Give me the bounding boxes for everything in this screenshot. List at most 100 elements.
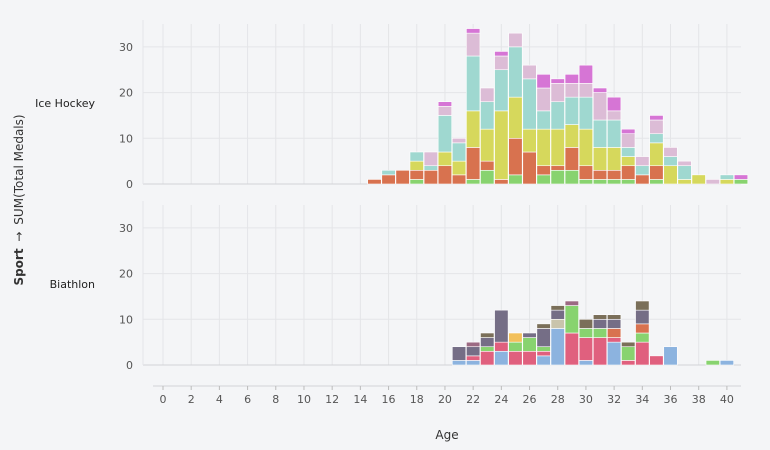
bar-age-27[interactable] — [536, 73, 551, 185]
bar-segment[interactable] — [635, 323, 650, 334]
bar-segment[interactable] — [691, 174, 706, 185]
bar-segment[interactable] — [536, 165, 551, 176]
bar-segment[interactable] — [480, 337, 495, 348]
bar-segment[interactable] — [578, 337, 593, 361]
bar-segment[interactable] — [550, 83, 565, 103]
bar-segment[interactable] — [578, 64, 593, 84]
bar-segment[interactable] — [635, 309, 650, 325]
bar-age-22[interactable] — [466, 28, 481, 185]
bar-segment[interactable] — [536, 110, 551, 130]
bar-age-26[interactable] — [522, 64, 537, 185]
bar-segment[interactable] — [437, 165, 453, 185]
bar-segment[interactable] — [522, 64, 537, 80]
bar-segment[interactable] — [536, 73, 551, 89]
bar-segment[interactable] — [466, 55, 481, 112]
bar-segment[interactable] — [564, 332, 579, 366]
bar-segment[interactable] — [381, 169, 396, 176]
bar-segment[interactable] — [451, 360, 467, 366]
bar-segment[interactable] — [466, 110, 481, 148]
bar-segment[interactable] — [607, 110, 622, 121]
bar-segment[interactable] — [409, 151, 424, 162]
bar-segment[interactable] — [705, 360, 720, 366]
bar-segment[interactable] — [649, 119, 664, 135]
bar-segment[interactable] — [451, 142, 467, 162]
bar-segment[interactable] — [494, 179, 509, 185]
bar-age-19[interactable] — [423, 151, 438, 185]
bar-age-15[interactable] — [367, 179, 382, 185]
bar-segment[interactable] — [564, 96, 579, 125]
bar-segment[interactable] — [592, 337, 608, 366]
bar-segment[interactable] — [522, 78, 537, 130]
bar-segment[interactable] — [522, 128, 537, 153]
bar-segment[interactable] — [423, 169, 438, 185]
bar-segment[interactable] — [480, 346, 495, 352]
bar-age-29[interactable] — [564, 73, 579, 185]
bar-age-33[interactable] — [621, 128, 636, 185]
bar-age-28[interactable] — [550, 78, 565, 185]
bar-age-23[interactable] — [480, 87, 495, 185]
bar-segment[interactable] — [578, 179, 593, 185]
bar-segment[interactable] — [635, 174, 650, 185]
bar-segment[interactable] — [508, 341, 523, 352]
bar-age-21[interactable] — [451, 137, 467, 185]
bar-segment[interactable] — [508, 332, 523, 343]
bar-age-41[interactable] — [733, 174, 749, 185]
bar-segment[interactable] — [550, 165, 565, 171]
bar-segment[interactable] — [607, 318, 622, 329]
bar-segment[interactable] — [536, 174, 551, 185]
bar-segment[interactable] — [635, 165, 650, 176]
bar-segment[interactable] — [607, 341, 622, 366]
bar-segment[interactable] — [508, 96, 523, 139]
bar-segment[interactable] — [536, 87, 551, 112]
bar-segment[interactable] — [536, 350, 551, 357]
bar-age-35[interactable] — [649, 115, 664, 185]
bar-segment[interactable] — [536, 128, 551, 167]
bar-age-16[interactable] — [381, 169, 396, 185]
bar-segment[interactable] — [592, 87, 608, 93]
bar-segment[interactable] — [480, 169, 495, 185]
bar-segment[interactable] — [607, 169, 622, 180]
bar-segment[interactable] — [578, 96, 593, 130]
bar-segment[interactable] — [522, 350, 537, 366]
bar-segment[interactable] — [466, 179, 481, 185]
bar-segment[interactable] — [550, 101, 565, 130]
bar-age-34[interactable] — [635, 300, 650, 366]
bar-segment[interactable] — [607, 147, 622, 171]
bar-segment[interactable] — [550, 78, 565, 84]
bar-segment[interactable] — [423, 165, 438, 171]
bar-segment[interactable] — [578, 165, 593, 180]
bar-segment[interactable] — [550, 305, 565, 311]
bar-segment[interactable] — [451, 160, 467, 176]
bar-segment[interactable] — [480, 332, 495, 338]
bar-age-23[interactable] — [480, 332, 495, 366]
bar-segment[interactable] — [466, 341, 481, 348]
bar-segment[interactable] — [395, 169, 410, 185]
bar-age-31[interactable] — [592, 314, 608, 366]
bar-segment[interactable] — [635, 300, 650, 311]
bar-segment[interactable] — [719, 179, 734, 185]
bar-segment[interactable] — [466, 32, 481, 57]
bar-segment[interactable] — [564, 124, 579, 148]
bar-segment[interactable] — [649, 179, 664, 185]
bar-segment[interactable] — [437, 101, 453, 107]
bar-age-39[interactable] — [705, 360, 720, 366]
bar-age-28[interactable] — [550, 305, 565, 366]
bar-age-32[interactable] — [607, 96, 622, 185]
bar-segment[interactable] — [508, 46, 523, 98]
bar-segment[interactable] — [466, 28, 481, 34]
bar-segment[interactable] — [607, 179, 622, 185]
bar-segment[interactable] — [592, 119, 608, 148]
bar-segment[interactable] — [578, 318, 593, 329]
bar-segment[interactable] — [451, 174, 467, 185]
bar-segment[interactable] — [607, 328, 622, 338]
bar-segment[interactable] — [649, 115, 664, 121]
bar-age-34[interactable] — [635, 156, 650, 185]
bar-segment[interactable] — [367, 179, 382, 185]
bar-segment[interactable] — [451, 346, 467, 361]
bar-segment[interactable] — [480, 160, 495, 171]
bar-segment[interactable] — [663, 156, 678, 167]
bar-segment[interactable] — [508, 174, 523, 185]
bar-segment[interactable] — [494, 51, 509, 57]
bar-segment[interactable] — [635, 332, 650, 343]
bar-segment[interactable] — [621, 133, 636, 148]
